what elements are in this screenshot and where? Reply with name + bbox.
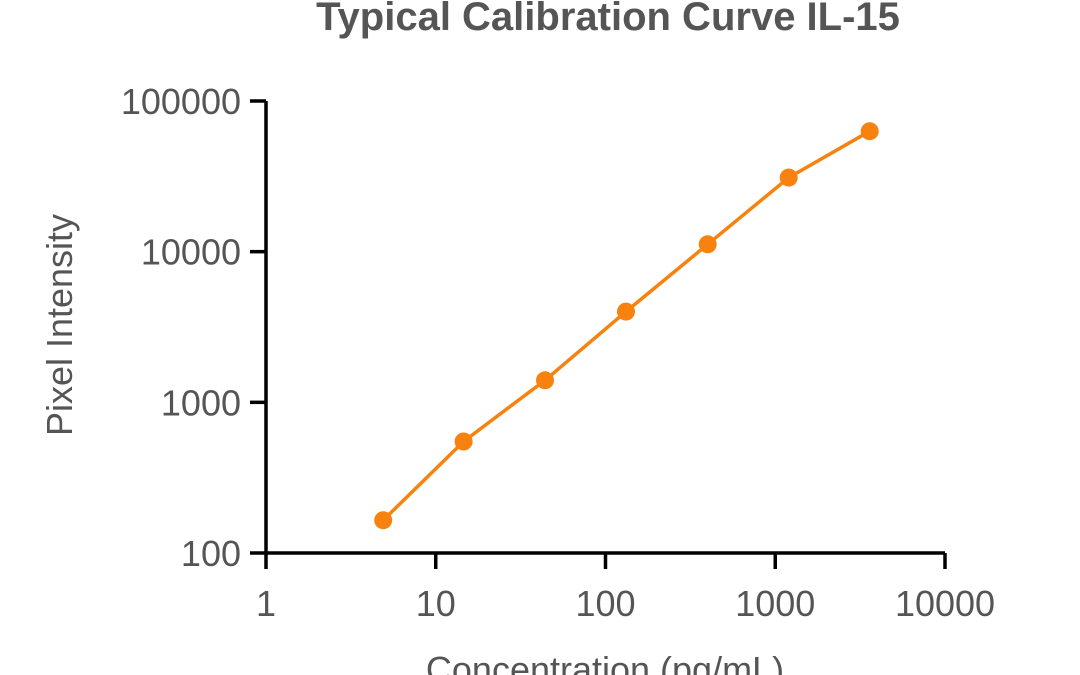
y-tick-label: 100000 bbox=[121, 81, 241, 122]
data-point bbox=[374, 511, 393, 530]
y-axis-label: Pixel Intensity bbox=[39, 214, 80, 436]
series-line bbox=[381, 129, 872, 522]
data-point bbox=[454, 432, 473, 451]
x-tick-label: 10 bbox=[416, 583, 456, 624]
chart-title: Typical Calibration Curve IL-15 bbox=[316, 0, 900, 39]
y-tick-label: 1000 bbox=[161, 382, 241, 423]
data-series bbox=[374, 122, 879, 530]
x-tick-label: 1 bbox=[256, 583, 276, 624]
data-point bbox=[779, 168, 798, 187]
y-tick-label: 100 bbox=[181, 533, 241, 574]
x-axis-label: Concentration (pg/mL) bbox=[426, 649, 784, 675]
x-tick-label: 10000 bbox=[895, 583, 995, 624]
data-point bbox=[536, 371, 554, 390]
x-axis-ticks: 1 10 100 1000 10000 bbox=[256, 553, 995, 624]
x-tick-label: 100 bbox=[575, 583, 635, 624]
x-tick-label: 1000 bbox=[735, 583, 815, 624]
data-point bbox=[698, 235, 717, 254]
data-point bbox=[617, 302, 635, 321]
y-tick-label: 10000 bbox=[141, 232, 241, 273]
data-point bbox=[860, 122, 879, 141]
y-axis-ticks: 100 1000 10000 100000 bbox=[121, 81, 266, 574]
